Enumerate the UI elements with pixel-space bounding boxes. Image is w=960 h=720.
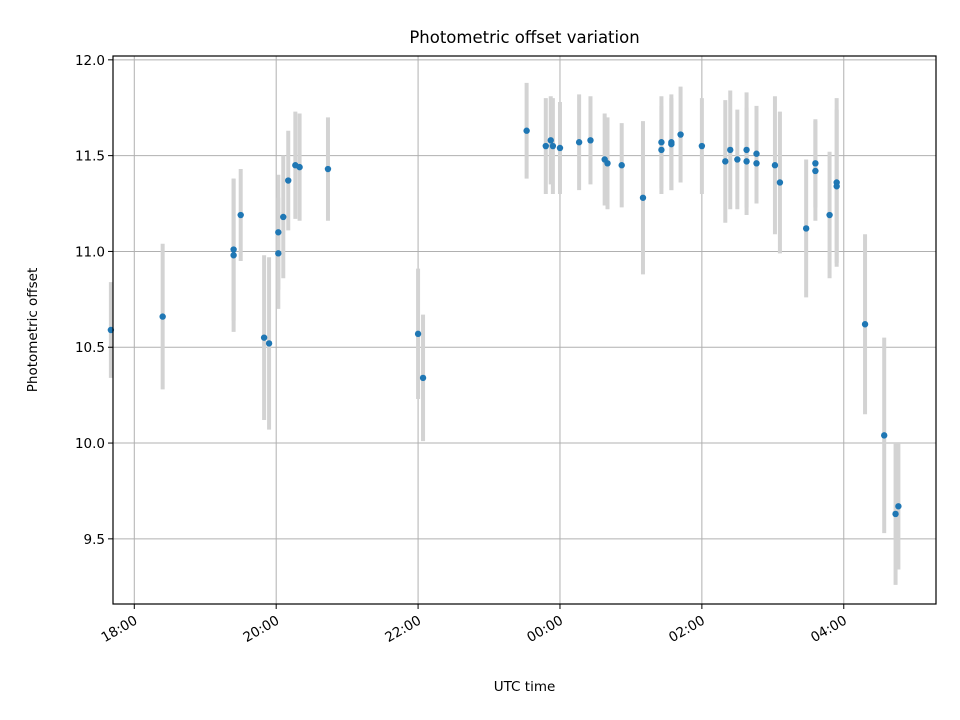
data-point <box>776 179 784 186</box>
data-point <box>677 131 684 138</box>
data-point <box>285 177 292 184</box>
x-tick-label: 22:00 <box>382 613 424 646</box>
data-point <box>547 137 554 144</box>
data-point <box>668 140 675 148</box>
data-point <box>575 139 583 146</box>
data-point <box>734 156 741 163</box>
data-point <box>260 334 268 341</box>
data-point <box>587 137 594 144</box>
x-axis-ticks: 18:00 20:00 22:00 00:00 02:00 04:00 <box>99 604 850 646</box>
data-point <box>230 246 237 253</box>
y-tick-label: 11.5 <box>75 149 105 165</box>
data-point <box>743 146 750 154</box>
data-point <box>542 142 549 150</box>
data-point <box>812 160 819 167</box>
data-points <box>107 127 902 518</box>
data-point <box>833 183 840 190</box>
data-point <box>698 142 706 150</box>
y-tick-label: 11.0 <box>75 244 105 260</box>
data-point <box>727 146 734 154</box>
data-point <box>753 150 760 157</box>
data-point <box>275 229 282 236</box>
data-point <box>722 158 729 165</box>
data-point <box>861 321 869 328</box>
data-point <box>618 162 625 169</box>
data-point <box>275 250 282 257</box>
data-point <box>826 211 833 219</box>
data-point <box>881 432 888 439</box>
data-point <box>230 252 237 259</box>
chart-title: Photometric offset variation <box>409 28 639 47</box>
x-tick-label: 00:00 <box>524 613 566 646</box>
data-point <box>639 194 647 201</box>
y-tick-label: 10.5 <box>75 340 105 356</box>
y-tick-label: 12.0 <box>75 53 105 69</box>
data-point <box>237 211 244 219</box>
y-tick-label: 9.5 <box>84 532 105 548</box>
data-point <box>414 330 422 338</box>
data-point <box>892 510 899 518</box>
data-point <box>523 127 530 134</box>
data-point <box>604 160 611 167</box>
data-point <box>771 162 779 169</box>
data-point <box>296 163 303 171</box>
data-point <box>753 160 760 167</box>
x-tick-label: 18:00 <box>99 613 141 646</box>
data-point <box>419 374 427 382</box>
y-axis-ticks: 9.5 10.0 10.5 11.0 11.5 12.0 <box>75 53 113 548</box>
data-point <box>895 503 902 510</box>
data-point <box>556 144 564 152</box>
x-tick-label: 04:00 <box>808 613 850 646</box>
data-point <box>743 158 750 165</box>
y-axis-label: Photometric offset <box>25 268 41 392</box>
x-tick-label: 20:00 <box>240 613 282 646</box>
data-point <box>549 142 557 150</box>
data-point <box>658 139 665 146</box>
data-point <box>159 313 166 320</box>
x-axis-label: UTC time <box>494 679 556 695</box>
data-point <box>658 146 665 154</box>
data-point <box>324 165 332 173</box>
data-point <box>265 340 273 347</box>
data-point <box>280 213 287 221</box>
plot-frame <box>112 55 937 605</box>
data-point <box>802 225 810 232</box>
y-tick-label: 10.0 <box>75 436 105 452</box>
error-bars <box>108 82 901 585</box>
x-tick-label: 02:00 <box>666 613 708 646</box>
grid <box>113 56 936 604</box>
data-point <box>812 167 819 175</box>
